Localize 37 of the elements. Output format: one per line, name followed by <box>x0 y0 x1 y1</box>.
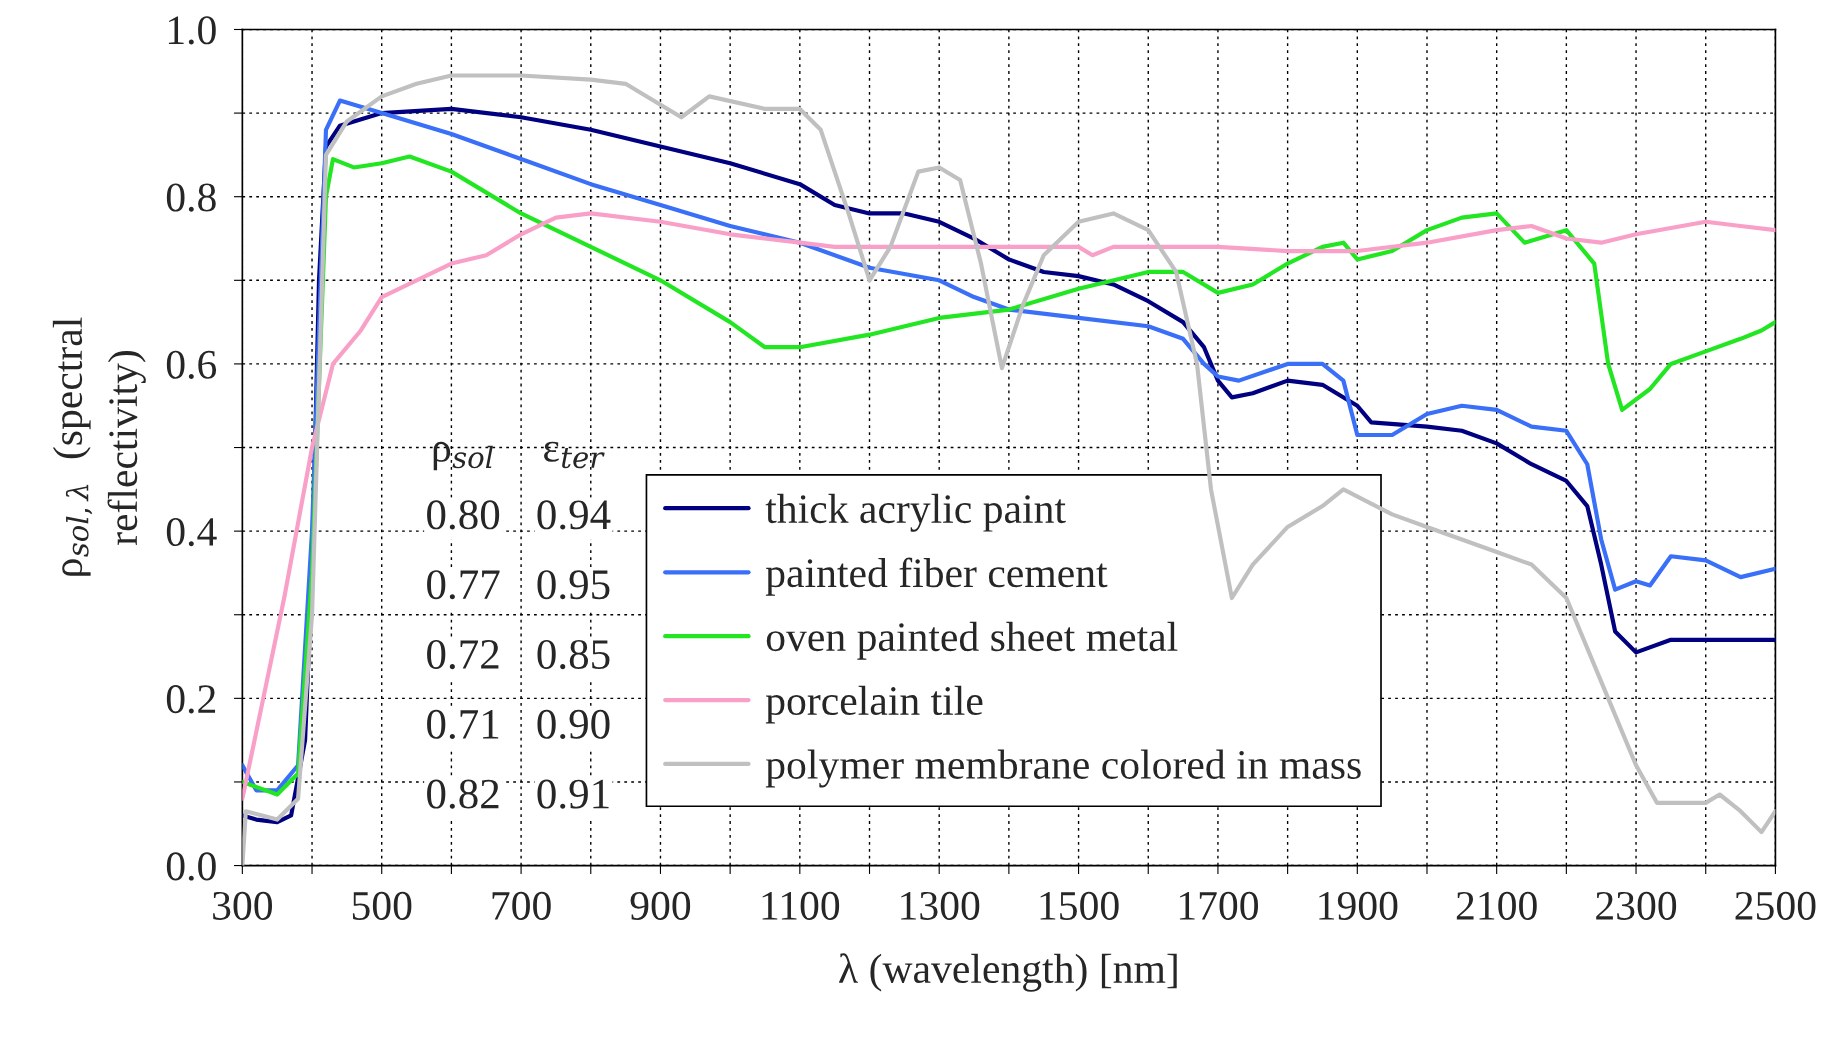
annotation: 0.72 <box>427 639 499 670</box>
x-tick-label: 1300 <box>901 891 980 920</box>
y-tick-label: 0.4 <box>166 517 217 547</box>
annotation: ρ$_{sol}$ <box>433 441 493 471</box>
annotation: 0.91 <box>537 779 609 809</box>
legend-label: porcelain tile <box>765 685 983 724</box>
y-tick-label: 0.8 <box>166 183 216 212</box>
legend-label: polymer membrane colored in mass <box>765 749 1361 788</box>
annotation: ε$_{ter}$ <box>544 441 605 469</box>
legend-label: painted fiber cement <box>765 557 1108 596</box>
x-tick-label: 1900 <box>1319 891 1398 920</box>
legend-label: thick acrylic paint <box>765 493 1066 532</box>
x-tick-label: 2300 <box>1596 891 1677 920</box>
x-tick-label: 1100 <box>762 891 840 920</box>
x-tick-label: 300 <box>213 891 273 920</box>
annotation: 0.85 <box>537 639 610 670</box>
legend-label: oven painted sheet metal <box>766 621 1178 660</box>
x-axis-title: λ (wavelength) [nm] <box>839 953 1177 992</box>
x-tick-label: 900 <box>630 891 691 920</box>
x-tick-label: 700 <box>492 891 551 920</box>
y-tick-label: 0.2 <box>166 685 216 714</box>
annotation: 0.95 <box>537 570 610 600</box>
x-tick-label: 1500 <box>1040 891 1119 920</box>
annotation: 0.77 <box>427 570 500 600</box>
x-tick-label: 500 <box>352 891 412 920</box>
x-tick-label: 2500 <box>1735 891 1816 920</box>
y-tick-label: 0.0 <box>166 852 216 881</box>
annotation: 0.80 <box>427 500 500 530</box>
annotation: 0.90 <box>537 709 610 739</box>
x-tick-label: 2100 <box>1456 891 1537 920</box>
y-tick-label: 0.6 <box>166 350 217 379</box>
y-tick-label: 1.0 <box>168 16 216 45</box>
x-tick-label: 1700 <box>1179 891 1259 920</box>
y-axis-title: ρ$_{sol,λ}$ (spectral reflectivity) <box>52 317 146 576</box>
annotation: 0.94 <box>537 500 611 530</box>
annotation: 0.82 <box>427 779 499 809</box>
annotation: 0.71 <box>427 709 499 739</box>
